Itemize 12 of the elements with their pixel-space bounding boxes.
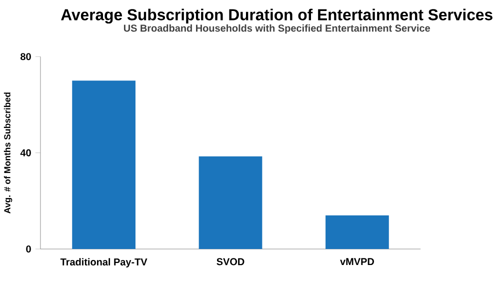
y-tick-label: 0 xyxy=(26,245,31,253)
chart-subtitle: US Broadband Households with Specified Entertainment Service xyxy=(124,24,430,34)
bar xyxy=(198,156,262,250)
x-tick-label: Traditional Pay-TV xyxy=(60,258,148,268)
x-tick-label: SVOD xyxy=(216,258,244,266)
y-tick-label: 40 xyxy=(20,149,31,156)
bar xyxy=(72,80,136,250)
y-axis-title: Avg. # of Months Subscribed xyxy=(4,92,12,214)
bar xyxy=(326,215,389,250)
y-tick-label: 80 xyxy=(20,53,31,60)
chart-title: Average Subscription Duration of Entertainment Services xyxy=(61,8,492,24)
x-tick-label: vMVPD xyxy=(340,258,374,266)
